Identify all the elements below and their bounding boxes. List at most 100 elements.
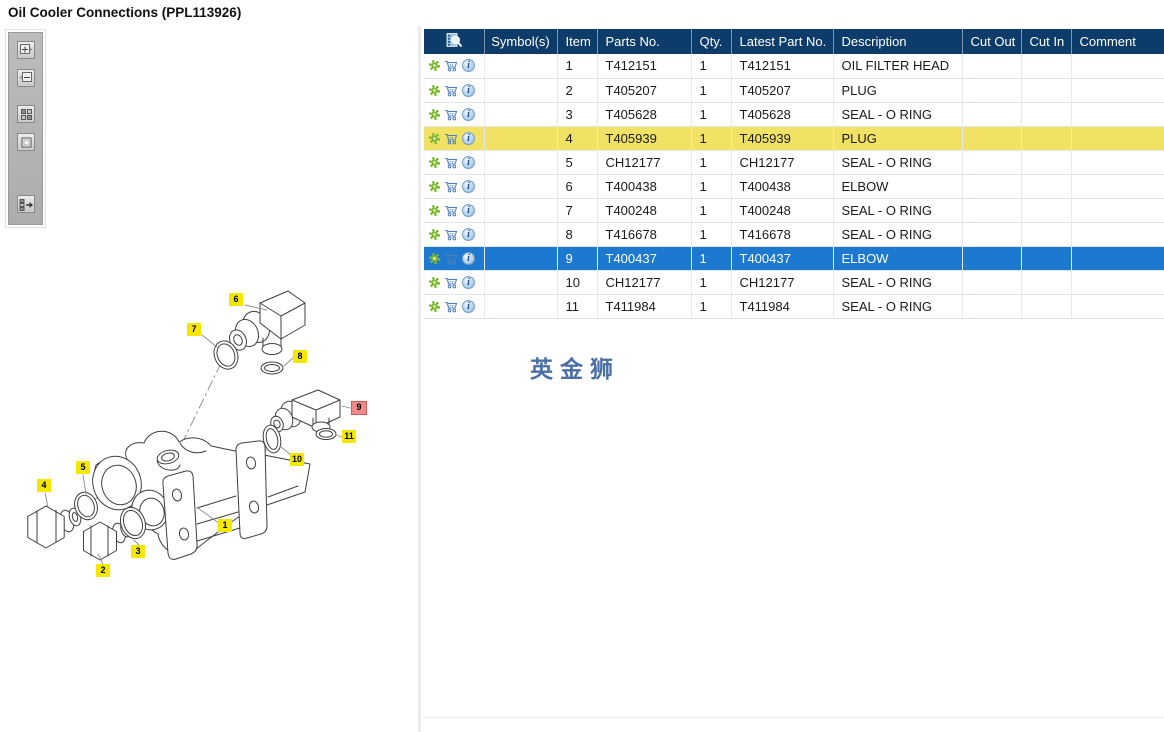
info-icon[interactable]: i xyxy=(462,59,475,73)
cart-icon[interactable] xyxy=(444,252,459,265)
preview-icon xyxy=(446,32,463,47)
info-icon[interactable]: i xyxy=(462,83,475,97)
callout-7[interactable]: 7 xyxy=(187,323,201,336)
grid-view-button[interactable] xyxy=(17,105,35,123)
cart-icon[interactable] xyxy=(444,204,459,217)
cell-parts-no: T405939 xyxy=(597,126,692,151)
column-header-symbols[interactable]: Symbol(s) xyxy=(484,29,558,54)
gear-icon[interactable] xyxy=(428,252,441,265)
column-header-cut-out[interactable]: Cut Out xyxy=(962,29,1022,54)
gear-icon[interactable] xyxy=(428,276,441,289)
gear-icon[interactable] xyxy=(428,156,441,169)
column-header-latest-part-no[interactable]: Latest Part No. xyxy=(731,29,834,54)
table-row[interactable]: i 2 T405207 1 T405207 PLUG xyxy=(424,78,1164,103)
table-row[interactable]: i 5 CH12177 1 CH12177 SEAL - O RING xyxy=(424,150,1164,175)
callout-8[interactable]: 8 xyxy=(293,350,307,363)
table-row[interactable]: i 7 T400248 1 T400248 SEAL - O RING xyxy=(424,198,1164,223)
cart-icon[interactable] xyxy=(444,59,459,72)
callout-2[interactable]: 2 xyxy=(96,564,110,577)
cell-cut-out xyxy=(962,78,1022,103)
cell-cut-out xyxy=(962,246,1022,271)
info-icon[interactable]: i xyxy=(462,299,475,313)
cell-latest-part-no: T405939 xyxy=(731,126,834,151)
diagram-toolbar xyxy=(8,32,43,225)
parts-diagram[interactable] xyxy=(0,0,420,732)
gear-icon[interactable] xyxy=(428,204,441,217)
row-actions: i xyxy=(424,83,483,97)
callout-4[interactable]: 4 xyxy=(37,479,51,492)
zoom-in-icon xyxy=(20,44,33,54)
table-row[interactable]: i 4 T405939 1 T405939 PLUG xyxy=(424,126,1164,151)
zoom-out-button[interactable] xyxy=(17,69,35,87)
cart-icon[interactable] xyxy=(444,228,459,241)
table-row[interactable]: i 8 T416678 1 T416678 SEAL - O RING xyxy=(424,222,1164,247)
preview-column-header[interactable] xyxy=(424,29,485,54)
cell-cut-out xyxy=(962,222,1022,247)
callout-10[interactable]: 10 xyxy=(290,453,305,466)
info-icon[interactable]: i xyxy=(462,251,475,265)
callout-1[interactable]: 1 xyxy=(218,519,232,532)
cell-parts-no: CH12177 xyxy=(597,270,692,295)
toggle-panel-button[interactable] xyxy=(17,195,35,213)
cart-icon[interactable] xyxy=(444,84,459,97)
gear-icon[interactable] xyxy=(428,132,441,145)
cell-parts-no: T405628 xyxy=(597,102,692,127)
info-icon[interactable]: i xyxy=(462,155,475,169)
table-row[interactable]: i 9 T400437 1 T400437 ELBOW xyxy=(424,246,1164,271)
callout-11[interactable]: 11 xyxy=(342,430,356,443)
table-row[interactable]: i 3 T405628 1 T405628 SEAL - O RING xyxy=(424,102,1164,127)
cell-qty: 1 xyxy=(691,294,732,319)
table-row[interactable]: i 10 CH12177 1 CH12177 SEAL - O RING xyxy=(424,270,1164,295)
cell-qty: 1 xyxy=(691,150,732,175)
gear-icon[interactable] xyxy=(428,300,441,313)
column-header-comment[interactable]: Comment xyxy=(1071,29,1164,54)
gear-icon[interactable] xyxy=(428,59,441,72)
table-row[interactable]: i 1 T412151 1 T412151 OIL FILTER HEAD xyxy=(424,54,1164,79)
panel-divider[interactable] xyxy=(418,26,421,732)
info-icon[interactable]: i xyxy=(462,107,475,121)
column-header-cut-in[interactable]: Cut In xyxy=(1021,29,1072,54)
info-icon[interactable]: i xyxy=(462,203,475,217)
cell-latest-part-no: CH12177 xyxy=(731,270,834,295)
column-header-parts-no[interactable]: Parts No. xyxy=(597,29,692,54)
zoom-in-button[interactable] xyxy=(17,41,35,59)
cart-icon[interactable] xyxy=(444,276,459,289)
cell-cut-in xyxy=(1021,270,1072,295)
cell-qty: 1 xyxy=(691,270,732,295)
info-icon[interactable]: i xyxy=(462,179,475,193)
page-title: Oil Cooler Connections (PPL113926) xyxy=(8,5,242,20)
callout-5[interactable]: 5 xyxy=(76,461,90,474)
callout-6[interactable]: 6 xyxy=(229,293,243,306)
cell-cut-in xyxy=(1021,246,1072,271)
info-icon[interactable]: i xyxy=(462,227,475,241)
cart-icon[interactable] xyxy=(444,300,459,313)
cart-icon[interactable] xyxy=(444,156,459,169)
cell-comment xyxy=(1071,54,1164,79)
callout-9-selected[interactable]: 9 xyxy=(351,401,367,415)
callout-3[interactable]: 3 xyxy=(131,545,145,558)
oil-filter-head xyxy=(92,430,268,560)
info-icon[interactable]: i xyxy=(462,275,475,289)
gear-icon[interactable] xyxy=(428,84,441,97)
row-actions: i xyxy=(424,275,483,289)
table-row[interactable]: i 6 T400438 1 T400438 ELBOW xyxy=(424,174,1164,199)
cell-parts-no: T400438 xyxy=(597,174,692,199)
gear-icon[interactable] xyxy=(428,180,441,193)
leader-lines xyxy=(44,304,351,565)
row-actions: i xyxy=(424,251,483,265)
gear-icon[interactable] xyxy=(428,108,441,121)
cart-icon[interactable] xyxy=(444,108,459,121)
column-header-item[interactable]: Item xyxy=(557,29,598,54)
cell-cut-out xyxy=(962,198,1022,223)
fit-view-button[interactable] xyxy=(17,133,35,151)
column-header-description[interactable]: Description xyxy=(833,29,963,54)
info-icon[interactable]: i xyxy=(462,131,475,145)
table-row[interactable]: i 11 T411984 1 T411984 SEAL - O RING xyxy=(424,294,1164,319)
gear-icon[interactable] xyxy=(428,228,441,241)
o-ring-11 xyxy=(315,428,337,440)
cell-description: SEAL - O RING xyxy=(833,198,963,223)
column-header-qty[interactable]: Qty. xyxy=(691,29,732,54)
cart-icon[interactable] xyxy=(444,132,459,145)
cart-icon[interactable] xyxy=(444,180,459,193)
